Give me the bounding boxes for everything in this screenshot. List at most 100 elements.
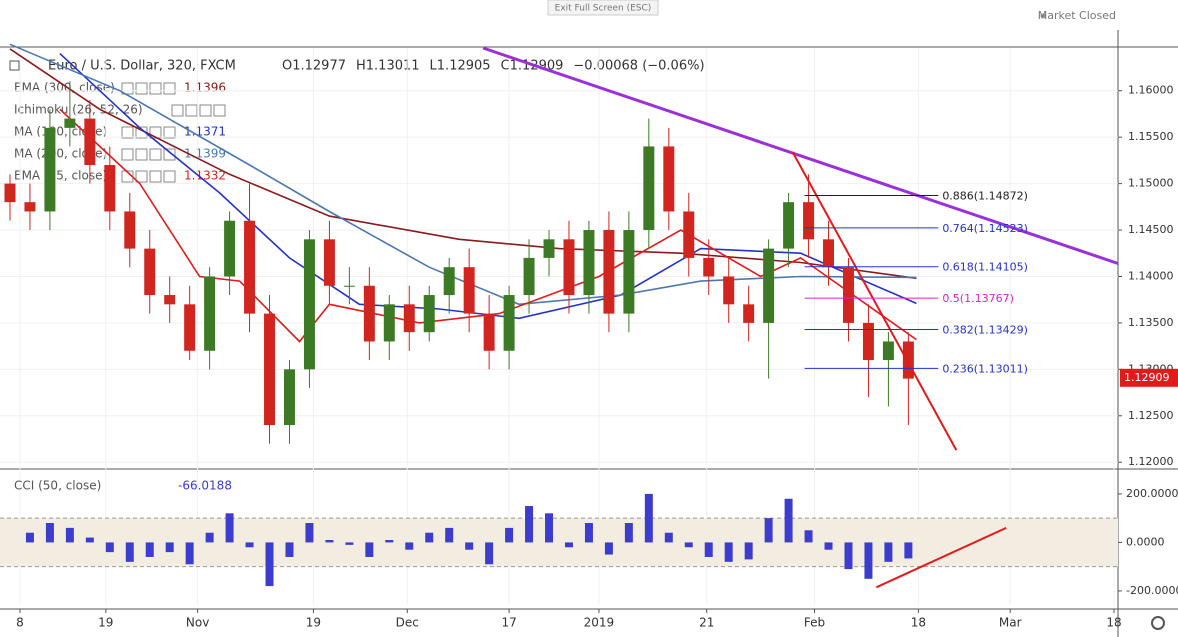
x-tick-label: 2019 bbox=[584, 616, 615, 630]
indicator-button[interactable] bbox=[163, 82, 176, 95]
settings-icon[interactable] bbox=[1151, 616, 1165, 630]
y-tick-label: 0.0000 bbox=[1126, 535, 1165, 548]
y-tick-label: 1.14500 bbox=[1128, 223, 1174, 236]
indicator-button[interactable] bbox=[171, 104, 184, 117]
indicator-button[interactable] bbox=[135, 170, 148, 183]
fib-label: 0.764(1.14523) bbox=[942, 222, 1028, 235]
x-tick-label: 18 bbox=[1106, 616, 1121, 630]
indicator-button[interactable] bbox=[121, 82, 134, 95]
y-tick-label: 1.16000 bbox=[1128, 84, 1174, 97]
candle-body bbox=[224, 220, 236, 277]
candle-body bbox=[463, 267, 475, 314]
cci-bar bbox=[485, 542, 494, 565]
cci-bar bbox=[105, 542, 114, 553]
candle-body bbox=[643, 146, 655, 231]
indicator-value: 1.1371 bbox=[184, 125, 226, 139]
cci-bar bbox=[165, 542, 174, 553]
candle-body bbox=[383, 304, 395, 342]
candle-body bbox=[104, 165, 116, 212]
cci-bar bbox=[385, 540, 394, 543]
candle-body bbox=[84, 118, 96, 166]
candle-body bbox=[623, 230, 635, 314]
collapse-icon[interactable] bbox=[9, 60, 20, 71]
indicator-button[interactable] bbox=[149, 82, 162, 95]
candle-body bbox=[842, 267, 854, 323]
cci-bar bbox=[644, 493, 653, 543]
cci-bar bbox=[365, 542, 374, 557]
indicator-button[interactable] bbox=[213, 104, 226, 117]
cci-bar bbox=[305, 523, 314, 543]
cci-bar bbox=[864, 542, 873, 579]
cci-bar bbox=[445, 527, 454, 543]
cci-bar bbox=[744, 542, 753, 560]
indicator-button[interactable] bbox=[135, 82, 148, 95]
indicator-button[interactable] bbox=[185, 104, 198, 117]
cci-bar bbox=[624, 523, 633, 543]
cci-bar bbox=[664, 532, 673, 543]
x-tick-label: Feb bbox=[804, 616, 825, 630]
cci-bar bbox=[884, 542, 893, 562]
candle-body bbox=[343, 285, 355, 287]
indicator-button[interactable] bbox=[121, 126, 134, 139]
indicator-line bbox=[59, 108, 917, 343]
cci-bar bbox=[904, 542, 913, 559]
x-tick-label: Dec bbox=[396, 616, 419, 630]
cci-bar bbox=[784, 498, 793, 543]
indicator-button[interactable] bbox=[149, 148, 162, 161]
indicator-button[interactable] bbox=[163, 126, 176, 139]
exit-button[interactable] bbox=[547, 0, 659, 16]
y-tick-label: 1.15500 bbox=[1128, 130, 1174, 143]
cci-bar bbox=[285, 542, 294, 557]
candle-body bbox=[44, 127, 56, 212]
indicator-button[interactable] bbox=[163, 148, 176, 161]
candle-body bbox=[663, 146, 675, 212]
status-dot bbox=[1040, 13, 1046, 19]
indicator-button[interactable] bbox=[199, 104, 212, 117]
cci-bar bbox=[425, 532, 434, 543]
cci-bar bbox=[465, 542, 474, 550]
indicator-button[interactable] bbox=[135, 148, 148, 161]
chart-title: Euro / U.S. Dollar, 320, FXCM bbox=[48, 59, 236, 74]
ohlc-value: −0.00068 (−0.06%) bbox=[573, 59, 704, 74]
indicator-line bbox=[59, 53, 917, 320]
trendline bbox=[482, 46, 1119, 265]
trendline bbox=[791, 151, 958, 451]
candle-body bbox=[423, 295, 435, 333]
price-tag-label: 1.12909 bbox=[1124, 371, 1170, 384]
candle-body bbox=[204, 276, 216, 351]
indicator-value: 1.1396 bbox=[184, 81, 226, 95]
ohlc-value: H1.13011 bbox=[356, 59, 420, 74]
candle-body bbox=[443, 267, 455, 296]
y-tick-label: 200.0000 bbox=[1126, 487, 1178, 500]
cci-bar bbox=[125, 542, 134, 562]
indicator-button[interactable] bbox=[149, 170, 162, 183]
candle-body bbox=[503, 295, 515, 351]
fib-label: 0.236(1.13011) bbox=[942, 362, 1028, 375]
x-tick-label: 19 bbox=[98, 616, 113, 630]
candle-body bbox=[64, 118, 76, 128]
candle-body bbox=[323, 239, 335, 286]
candle-body bbox=[303, 239, 315, 370]
cci-value: -66.0188 bbox=[178, 479, 232, 493]
ohlc-header: O1.12977 H1.13011 L1.12905 C1.12909 −0.00068… bbox=[282, 59, 705, 74]
indicator-button[interactable] bbox=[121, 148, 134, 161]
indicator-name: MA (200, close) bbox=[14, 147, 107, 161]
candle-body bbox=[683, 211, 695, 258]
candle-body bbox=[124, 211, 136, 249]
cci-bar bbox=[205, 532, 214, 543]
candle-body bbox=[763, 248, 775, 323]
cci-bar bbox=[65, 527, 74, 543]
cci-bar bbox=[724, 542, 733, 562]
indicator-name: Ichimoku (26, 52, 26) bbox=[14, 103, 143, 117]
indicator-button[interactable] bbox=[163, 170, 176, 183]
x-tick-label: 8 bbox=[16, 616, 24, 630]
cci-bar bbox=[245, 542, 254, 548]
candle-body bbox=[583, 230, 595, 296]
x-tick-label: Mar bbox=[999, 616, 1022, 630]
cci-bar bbox=[604, 542, 613, 555]
cci-bar bbox=[844, 542, 853, 570]
fib-label: 0.886(1.14872) bbox=[942, 189, 1028, 202]
candle-body bbox=[902, 341, 914, 379]
